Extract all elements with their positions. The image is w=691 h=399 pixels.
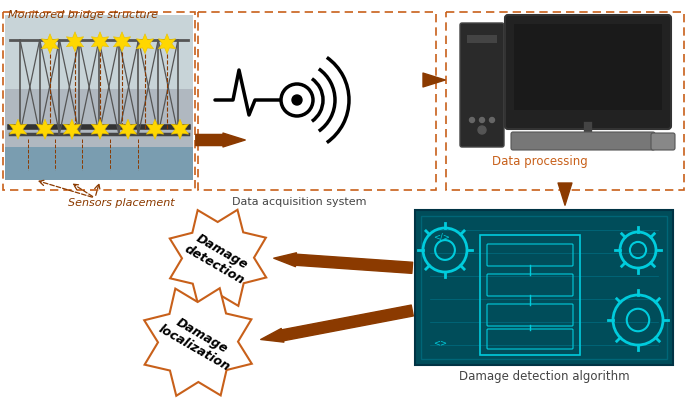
- FancyBboxPatch shape: [511, 132, 655, 150]
- Polygon shape: [91, 119, 108, 139]
- Polygon shape: [37, 119, 54, 139]
- Circle shape: [480, 117, 484, 122]
- Polygon shape: [136, 34, 153, 54]
- Text: <>: <>: [433, 338, 447, 347]
- Text: Monitored bridge structure: Monitored bridge structure: [8, 10, 158, 20]
- Text: Damage
localization: Damage localization: [156, 310, 240, 374]
- FancyBboxPatch shape: [5, 15, 193, 180]
- Polygon shape: [41, 34, 59, 54]
- Text: </>: </>: [433, 233, 450, 242]
- Polygon shape: [144, 288, 252, 396]
- FancyBboxPatch shape: [514, 24, 662, 110]
- Polygon shape: [113, 32, 131, 52]
- Circle shape: [469, 117, 475, 122]
- Text: Damage detection algorithm: Damage detection algorithm: [459, 370, 630, 383]
- Polygon shape: [158, 34, 176, 54]
- Circle shape: [292, 95, 302, 105]
- FancyBboxPatch shape: [5, 15, 193, 89]
- FancyBboxPatch shape: [467, 35, 497, 43]
- Circle shape: [478, 126, 486, 134]
- FancyBboxPatch shape: [415, 210, 673, 365]
- Polygon shape: [120, 119, 137, 139]
- Circle shape: [489, 117, 495, 122]
- Polygon shape: [66, 32, 84, 52]
- Text: Data processing: Data processing: [492, 155, 588, 168]
- Polygon shape: [91, 32, 108, 52]
- FancyBboxPatch shape: [5, 147, 193, 180]
- Polygon shape: [146, 119, 164, 139]
- FancyBboxPatch shape: [460, 23, 504, 147]
- Text: Data acquisition system: Data acquisition system: [232, 197, 366, 207]
- Polygon shape: [10, 119, 27, 139]
- Text: Sensors placement: Sensors placement: [68, 198, 175, 208]
- Polygon shape: [170, 210, 266, 306]
- FancyBboxPatch shape: [505, 15, 671, 129]
- Text: Damage
detection: Damage detection: [182, 229, 254, 287]
- Polygon shape: [64, 119, 81, 139]
- FancyBboxPatch shape: [651, 133, 675, 150]
- Polygon shape: [171, 119, 189, 139]
